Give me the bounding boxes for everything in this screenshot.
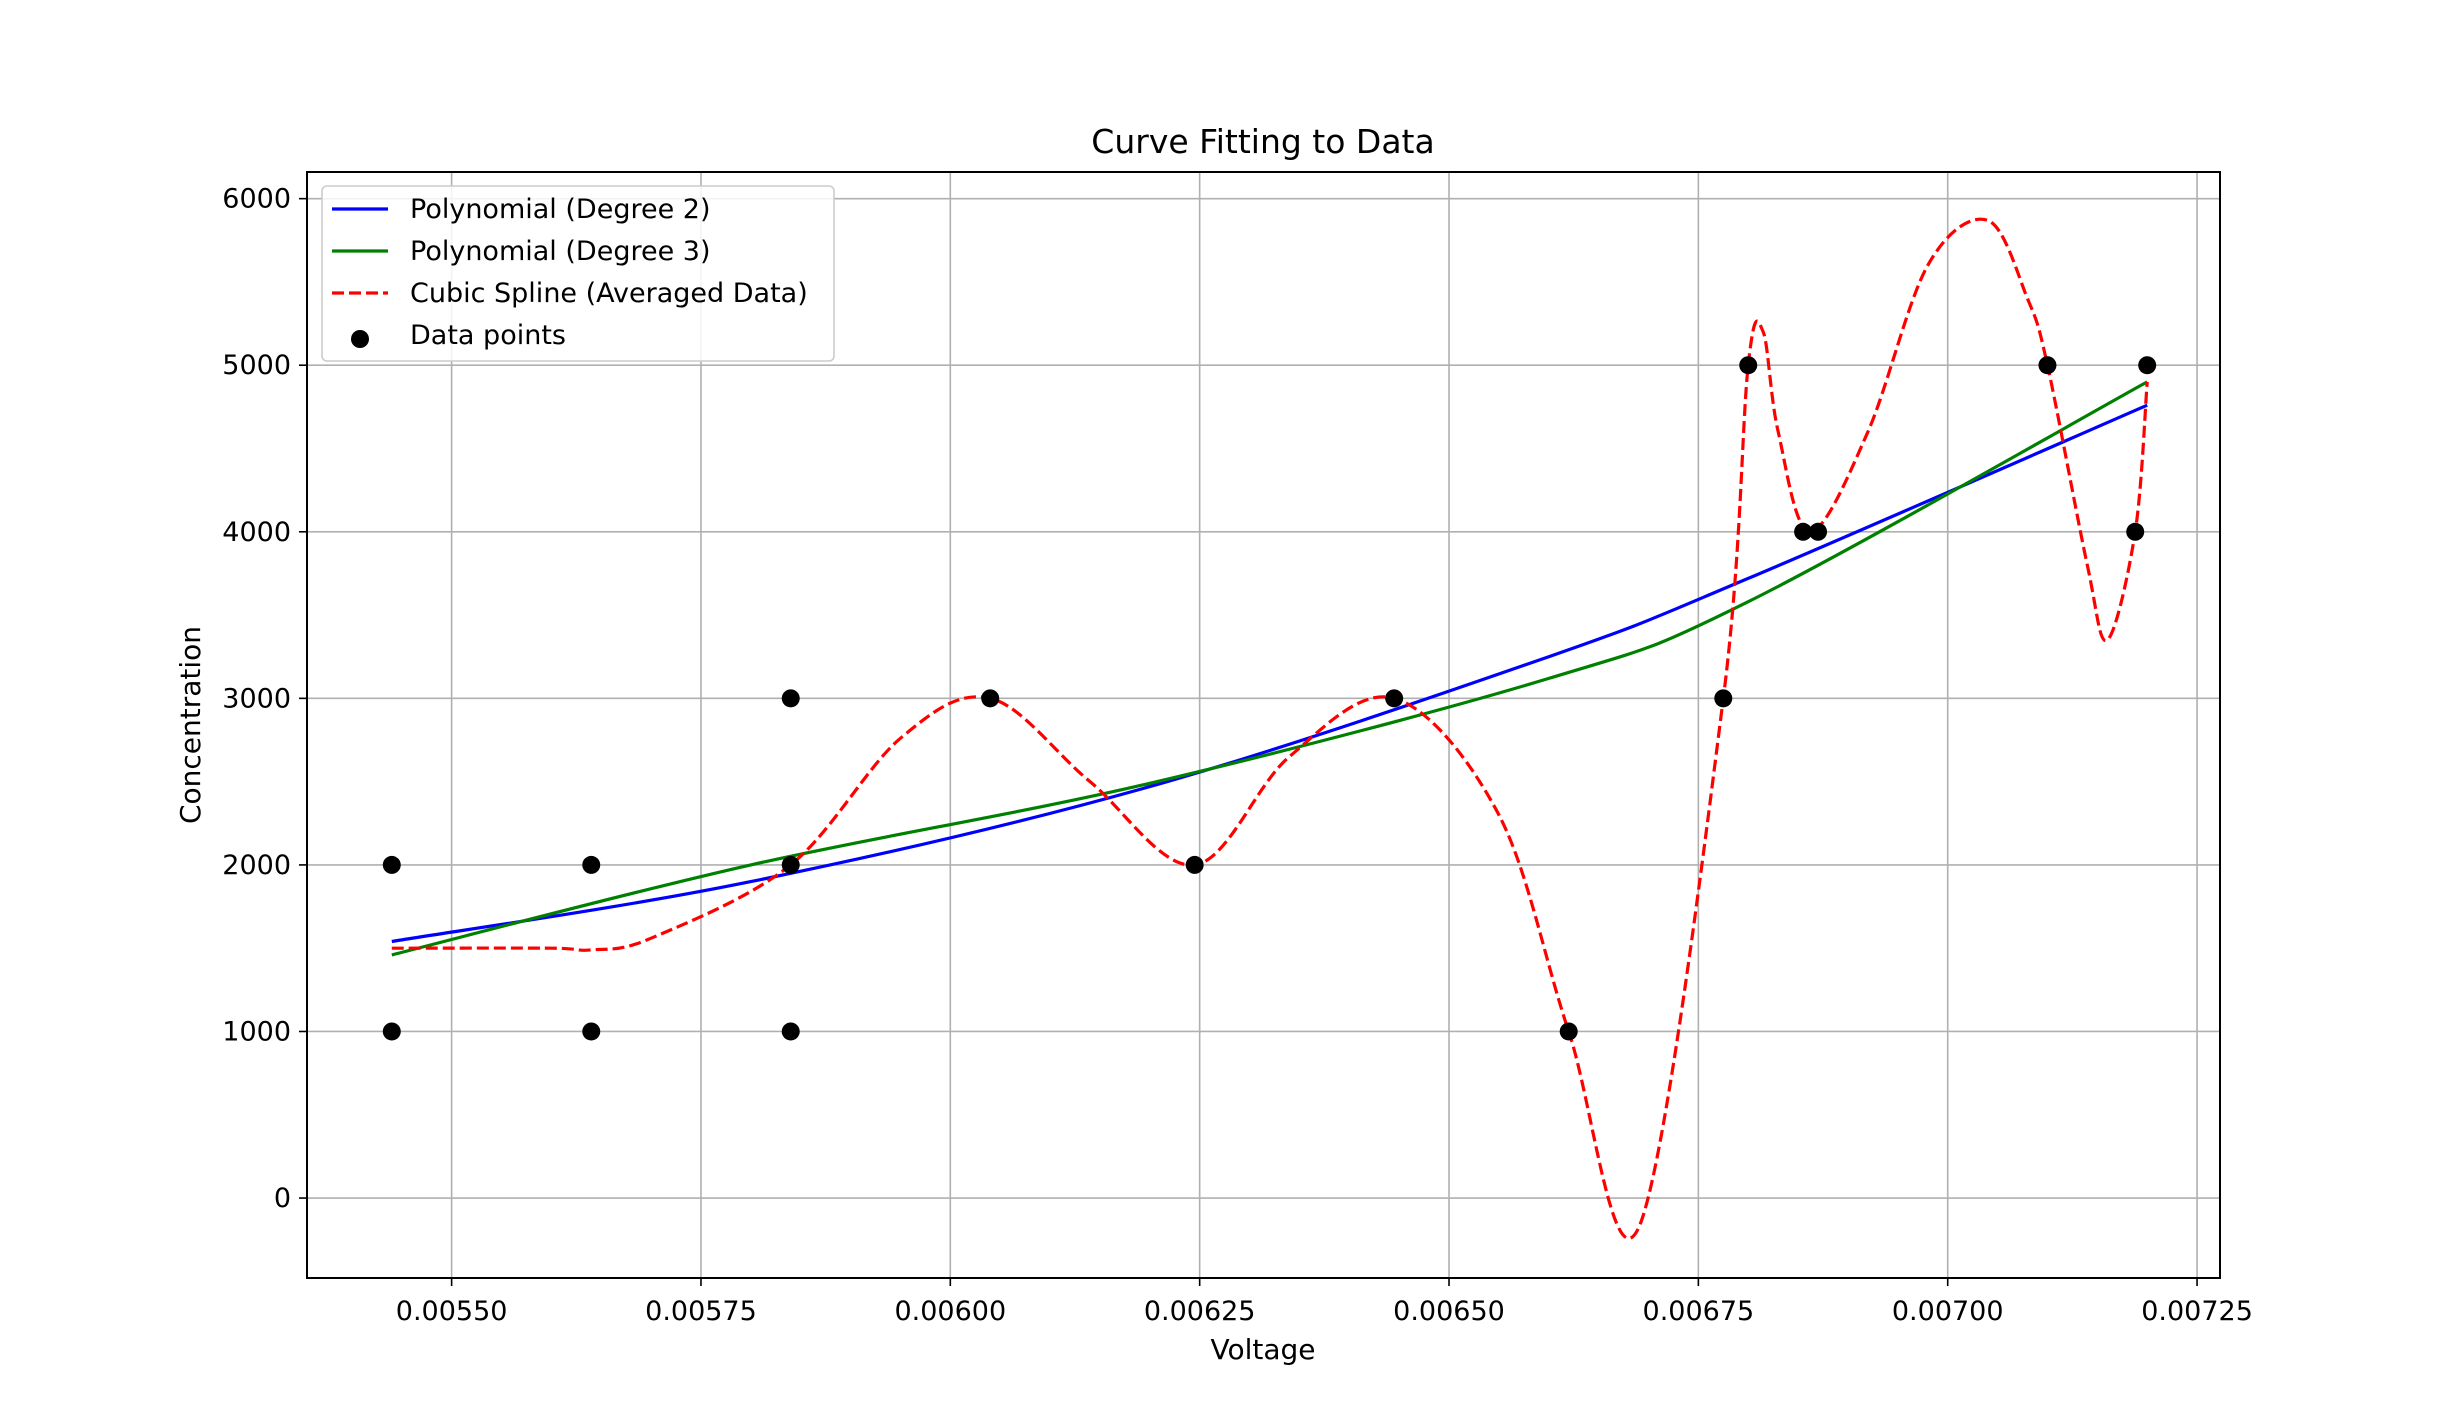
data-point	[2138, 356, 2157, 375]
y-tick-label: 4000	[222, 517, 291, 548]
legend-entry-poly-degree-2-label: Polynomial (Degree 2)	[410, 194, 710, 225]
legend-entry-data-points-swatch	[351, 330, 369, 348]
x-tick-label: 0.00700	[1892, 1296, 2004, 1327]
data-point	[582, 855, 601, 874]
y-tick-label: 1000	[222, 1016, 291, 1047]
x-tick-label: 0.00600	[894, 1296, 1006, 1327]
grid	[307, 172, 2220, 1278]
y-axis-label: Concentration	[174, 626, 207, 824]
y-tick-label: 0	[274, 1183, 291, 1214]
legend-entry-cubic-spline-label: Cubic Spline (Averaged Data)	[410, 278, 808, 309]
data-point	[781, 689, 800, 708]
x-tick-label: 0.00550	[396, 1296, 508, 1327]
x-tick-label: 0.00650	[1393, 1296, 1505, 1327]
legend-entry-data-points-label: Data points	[410, 320, 566, 351]
data-point	[382, 855, 401, 874]
x-axis-label: Voltage	[1210, 1333, 1315, 1366]
plot-area	[382, 217, 2157, 1240]
data-point	[582, 1022, 601, 1041]
x-tick-label: 0.00575	[645, 1296, 757, 1327]
data-point	[382, 1022, 401, 1041]
data-point	[1559, 1022, 1578, 1041]
x-tick-label: 0.00725	[2141, 1296, 2253, 1327]
y-tick-label: 5000	[222, 350, 291, 381]
legend-entry-poly-degree-3-label: Polynomial (Degree 3)	[410, 236, 710, 267]
y-tick-label: 3000	[222, 683, 291, 714]
x-axis: 0.00550 0.00575 0.00600 0.00625 0.00650 0.006…	[396, 1278, 2253, 1327]
data-point	[981, 689, 1000, 708]
series-poly-degree-3-line	[391, 380, 2148, 957]
plot-frame	[306, 171, 2221, 1279]
y-tick-label: 2000	[222, 850, 291, 881]
series-cubic-spline-line	[391, 217, 2149, 1240]
data-point	[2038, 356, 2057, 375]
legend-box	[321, 185, 835, 362]
data-point	[1739, 356, 1758, 375]
legend: Polynomial (Degree 2) Polynomial (Degree …	[321, 185, 835, 362]
data-point	[1809, 522, 1828, 541]
data-point	[781, 1022, 800, 1041]
y-axis: 0 1000 2000 3000 4000 5000 6000	[222, 184, 307, 1214]
data-point	[781, 855, 800, 874]
data-point	[1714, 689, 1733, 708]
data-point	[1794, 522, 1813, 541]
y-tick-label: 6000	[222, 184, 291, 215]
chart-title: Curve Fitting to Data	[1091, 122, 1434, 161]
x-tick-label: 0.00625	[1144, 1296, 1256, 1327]
data-point	[2126, 522, 2145, 541]
data-point	[1385, 689, 1404, 708]
x-tick-label: 0.00675	[1643, 1296, 1755, 1327]
data-point	[1185, 855, 1204, 874]
